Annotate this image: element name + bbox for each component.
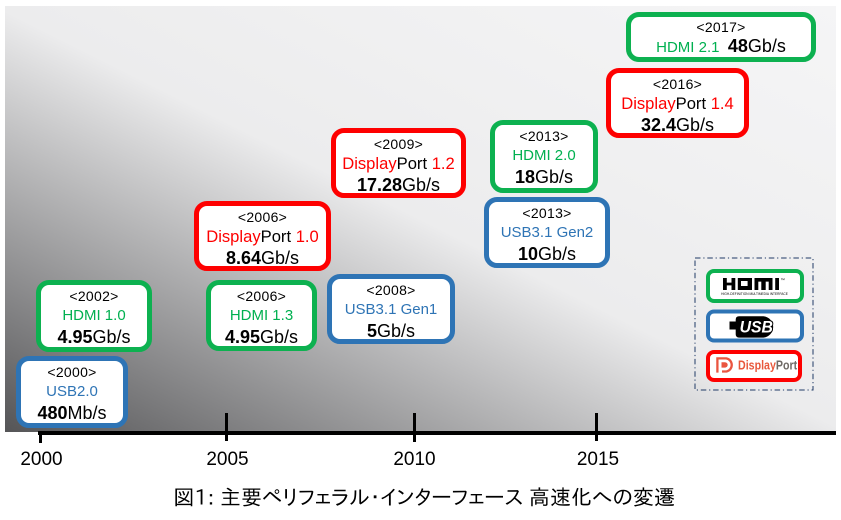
svg-text:™: ™ <box>781 278 786 283</box>
svg-text:USB: USB <box>740 318 774 337</box>
svg-text:HIGH-DEFINITION MULTIMEDIA INT: HIGH-DEFINITION MULTIMEDIA INTERFACE <box>721 292 788 296</box>
svg-text:DisplayPort: DisplayPort <box>738 357 797 372</box>
